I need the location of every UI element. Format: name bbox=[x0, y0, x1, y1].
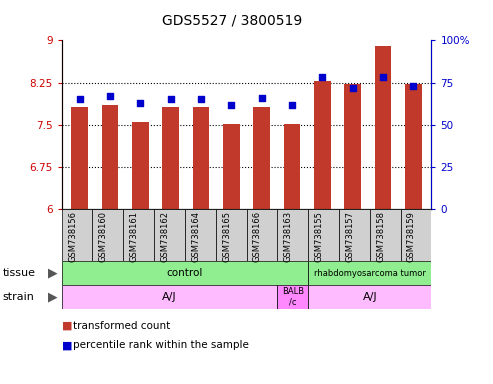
Bar bbox=[246, 209, 277, 261]
Text: GSM738155: GSM738155 bbox=[315, 211, 323, 262]
Text: ■: ■ bbox=[62, 321, 72, 331]
Text: GSM738156: GSM738156 bbox=[68, 211, 77, 262]
Point bbox=[76, 96, 84, 103]
Text: ▶: ▶ bbox=[48, 266, 58, 280]
Text: ■: ■ bbox=[62, 340, 72, 350]
Bar bbox=[277, 285, 308, 309]
Bar bbox=[132, 122, 149, 209]
Bar bbox=[283, 124, 300, 209]
Text: A/J: A/J bbox=[362, 292, 377, 302]
Bar bbox=[308, 285, 431, 309]
Bar bbox=[62, 285, 277, 309]
Bar bbox=[344, 84, 361, 209]
Point bbox=[379, 74, 387, 81]
Bar bbox=[216, 209, 246, 261]
Text: strain: strain bbox=[2, 292, 35, 302]
Point bbox=[227, 101, 235, 108]
Text: tissue: tissue bbox=[2, 268, 35, 278]
Point bbox=[258, 95, 266, 101]
Bar bbox=[339, 209, 370, 261]
Bar bbox=[62, 209, 93, 261]
Bar bbox=[308, 261, 431, 285]
Text: GSM738164: GSM738164 bbox=[191, 211, 200, 262]
Bar bbox=[277, 209, 308, 261]
Bar bbox=[253, 107, 270, 209]
Text: GSM738159: GSM738159 bbox=[407, 211, 416, 262]
Text: GSM738162: GSM738162 bbox=[160, 211, 170, 262]
Text: GSM738165: GSM738165 bbox=[222, 211, 231, 262]
Bar bbox=[162, 107, 179, 209]
Text: percentile rank within the sample: percentile rank within the sample bbox=[73, 340, 249, 350]
Bar bbox=[314, 81, 331, 209]
Bar bbox=[71, 107, 88, 209]
Text: GDS5527 / 3800519: GDS5527 / 3800519 bbox=[162, 13, 302, 27]
Text: GSM738157: GSM738157 bbox=[345, 211, 354, 262]
Point bbox=[167, 96, 175, 103]
Text: BALB
/c: BALB /c bbox=[282, 287, 304, 306]
Bar bbox=[308, 209, 339, 261]
Point bbox=[409, 83, 417, 89]
Bar bbox=[154, 209, 185, 261]
Text: control: control bbox=[167, 268, 203, 278]
Text: GSM738161: GSM738161 bbox=[130, 211, 139, 262]
Point bbox=[288, 101, 296, 108]
Point bbox=[318, 74, 326, 81]
Bar bbox=[62, 261, 308, 285]
Text: GSM738158: GSM738158 bbox=[376, 211, 385, 262]
Bar bbox=[123, 209, 154, 261]
Text: rhabdomyosarcoma tumor: rhabdomyosarcoma tumor bbox=[314, 268, 425, 278]
Bar bbox=[185, 209, 216, 261]
Point bbox=[106, 93, 114, 99]
Bar bbox=[223, 124, 240, 209]
Bar bbox=[193, 107, 210, 209]
Text: GSM738166: GSM738166 bbox=[253, 211, 262, 262]
Point bbox=[137, 100, 144, 106]
Text: GSM738163: GSM738163 bbox=[283, 211, 293, 262]
Text: GSM738160: GSM738160 bbox=[99, 211, 108, 262]
Text: A/J: A/J bbox=[162, 292, 177, 302]
Point bbox=[197, 96, 205, 103]
Bar bbox=[102, 105, 118, 209]
Text: ▶: ▶ bbox=[48, 290, 58, 303]
Bar bbox=[93, 209, 123, 261]
Text: transformed count: transformed count bbox=[73, 321, 170, 331]
Bar bbox=[400, 209, 431, 261]
Point bbox=[349, 84, 356, 91]
Bar bbox=[375, 46, 391, 209]
Bar bbox=[370, 209, 400, 261]
Bar bbox=[405, 84, 422, 209]
